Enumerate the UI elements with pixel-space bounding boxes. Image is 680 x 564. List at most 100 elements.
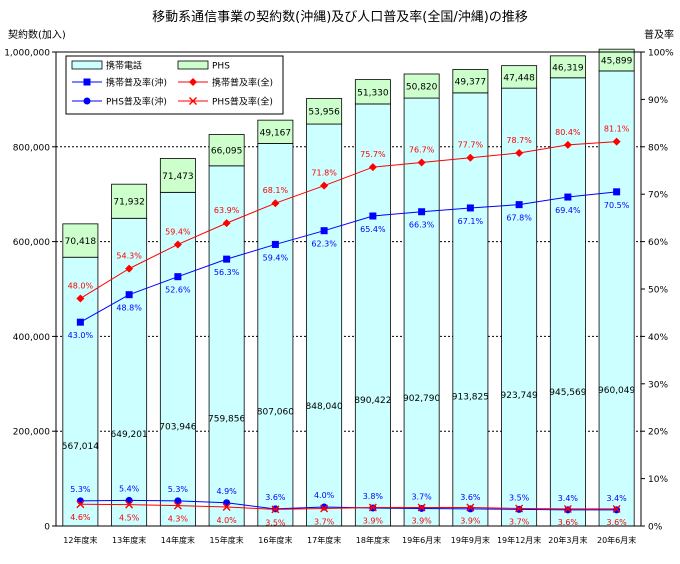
series-point-label-4: 3.7% <box>509 517 530 526</box>
series-point-2 <box>466 153 475 162</box>
y-left-tick-label: 800,000 <box>13 143 50 153</box>
series-point-1 <box>369 212 377 220</box>
phs-value-label: 71,932 <box>113 198 145 208</box>
y-right-tick-label: 60% <box>648 238 668 248</box>
chart-title: 移動系通信事業の契約数(沖縄)及び人口普及率(全国/沖縄)の推移 <box>152 9 528 25</box>
series-point-label-1: 69.4% <box>555 206 581 215</box>
series-point-label-3: 3.6% <box>265 493 286 502</box>
series-point-2 <box>612 137 621 146</box>
bar-keitai <box>354 103 391 527</box>
series-point-label-3: 5.3% <box>70 485 91 494</box>
bar-keitai <box>501 87 538 527</box>
series-point-4 <box>466 503 475 512</box>
series-point-label-4: 3.7% <box>314 517 335 526</box>
series-point-3 <box>466 505 474 513</box>
series-point-1 <box>271 240 279 248</box>
bar-phs <box>62 223 99 258</box>
series-point-label-2: 78.7% <box>506 136 532 145</box>
y-left-tick-label: 600,000 <box>13 238 50 248</box>
legend-marker-1 <box>83 78 91 86</box>
series-point-2 <box>320 181 329 190</box>
series-point-label-4: 3.5% <box>265 518 286 527</box>
series-point-label-4: 4.3% <box>168 515 189 524</box>
phs-value-label: 71,473 <box>162 172 194 182</box>
series-point-label-2: 75.7% <box>360 150 386 159</box>
phs-value-label: 49,167 <box>260 128 292 138</box>
bar-phs <box>501 65 538 89</box>
y-left-tick-label: 200,000 <box>13 428 50 438</box>
bar-phs <box>452 69 489 94</box>
legend-swatch-keitai <box>71 60 103 70</box>
series-point-label-1: 56.3% <box>214 268 240 277</box>
bar-keitai <box>257 143 294 527</box>
keitai-value-label: 913,825 <box>452 393 489 403</box>
series-point-label-1: 52.6% <box>165 286 191 295</box>
series-point-label-1: 70.5% <box>604 201 630 210</box>
series-line-2 <box>80 141 617 299</box>
series-point-label-4: 3.6% <box>606 518 627 527</box>
series-point-label-2: 77.7% <box>458 141 484 150</box>
series-point-2 <box>271 199 280 208</box>
series-point-1 <box>466 204 474 212</box>
series-line-4 <box>80 503 617 510</box>
phs-value-label: 47,448 <box>503 73 535 83</box>
keitai-value-label: 945,569 <box>549 388 586 398</box>
y-right-tick-label: 70% <box>648 191 668 201</box>
series-point-label-2: 59.4% <box>165 227 191 236</box>
legend-marker-4 <box>189 97 197 105</box>
series-point-label-3: 4.0% <box>314 491 335 500</box>
x-tick-label: 15年度末 <box>210 535 244 545</box>
series-point-4 <box>417 503 426 512</box>
series-point-4 <box>612 504 621 513</box>
y-left-tick-label: 1,000,000 <box>4 49 50 59</box>
series-point-label-4: 4.5% <box>119 514 140 523</box>
series-line-1 <box>80 191 617 323</box>
series-point-1 <box>320 227 328 235</box>
bar-phs <box>306 98 343 125</box>
keitai-value-label: 848,040 <box>306 402 343 412</box>
y-axis-left-label: 契約数(加入) <box>8 28 66 41</box>
bar-keitai <box>549 77 586 527</box>
y-left-tick-label: 400,000 <box>13 333 50 343</box>
y-right-tick-label: 90% <box>648 96 668 106</box>
series-point-2 <box>417 158 426 167</box>
x-tick-label: 13年度末 <box>112 535 146 545</box>
series-point-label-2: 81.1% <box>604 125 630 134</box>
series-point-label-2: 48.0% <box>68 281 94 290</box>
series-point-label-3: 3.4% <box>558 494 579 503</box>
series-point-4 <box>563 504 572 513</box>
series-point-label-2: 63.9% <box>214 206 240 215</box>
bar-phs <box>549 55 586 79</box>
series-point-4 <box>125 500 134 509</box>
phs-value-label: 66,095 <box>211 147 243 157</box>
line-layer <box>76 137 621 514</box>
series-point-label-4: 4.6% <box>70 513 91 522</box>
y-left-tick-label: 0 <box>44 523 50 533</box>
series-point-label-1: 43.0% <box>68 331 94 340</box>
x-tick-label: 20年3月末 <box>548 535 587 545</box>
bar-keitai <box>598 70 635 527</box>
series-point-1 <box>223 255 231 263</box>
y-right-tick-label: 50% <box>648 286 668 296</box>
bar-keitai <box>452 92 489 527</box>
series-point-4 <box>271 505 280 514</box>
x-tick-label: 12年度末 <box>63 535 97 545</box>
bar-phs <box>403 73 440 99</box>
series-point-label-2: 54.3% <box>116 252 142 261</box>
series-point-3 <box>174 497 182 505</box>
legend-label-line-2: 携帯普及率(全) <box>212 77 273 89</box>
series-point-label-1: 59.4% <box>263 253 289 262</box>
legend-label-phs: PHS <box>212 62 230 72</box>
legend-marker-2 <box>189 78 197 86</box>
series-point-4 <box>76 500 85 509</box>
series-point-2 <box>222 219 231 228</box>
series-point-label-1: 62.3% <box>311 240 337 249</box>
keitai-value-label: 649,201 <box>111 430 148 440</box>
series-point-label-4: 3.9% <box>363 517 384 526</box>
series-point-1 <box>613 188 621 196</box>
phs-value-label: 46,319 <box>552 63 584 73</box>
legend-label-keitai: 携帯電話 <box>106 60 142 72</box>
series-point-label-3: 3.4% <box>606 494 627 503</box>
series-point-1 <box>564 193 572 201</box>
